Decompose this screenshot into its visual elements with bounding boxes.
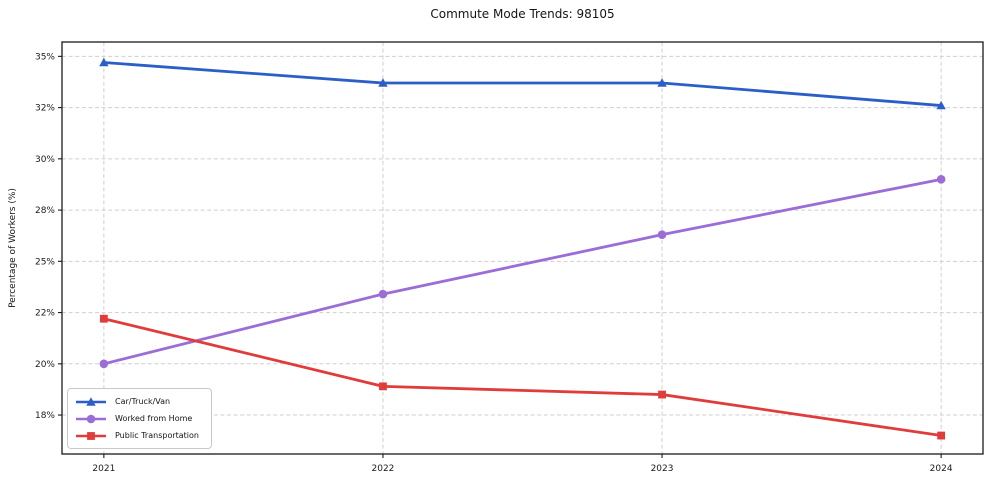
x-tick-label: 2024	[930, 464, 953, 474]
series-line-public-transportation	[102, 317, 943, 437]
data-point-worked-from-home	[99, 359, 109, 369]
data-point-car-truck-van	[936, 100, 946, 110]
y-tick-label: 25%	[35, 257, 55, 267]
data-point-worked-from-home	[378, 289, 388, 299]
y-tick-label: 22%	[35, 309, 55, 319]
data-point-car-truck-van	[378, 78, 388, 87]
legend-label: Car/Truck/Van	[115, 397, 171, 406]
legend-item-car-truck-van: Car/Truck/Van	[74, 396, 205, 408]
legend-item-worked-from-home: Worked from Home	[74, 413, 205, 425]
legend-label: Worked from Home	[115, 414, 193, 423]
y-tick-label: 20%	[35, 360, 55, 370]
triangle-marker-icon	[76, 396, 106, 406]
square-marker-icon	[76, 431, 106, 440]
data-point-public-transportation	[937, 431, 946, 440]
legend-item-public-transportation: Public Transportation	[74, 430, 205, 442]
data-point-public-transportation	[658, 390, 666, 399]
data-point-worked-from-home	[936, 175, 946, 184]
data-point-public-transportation	[379, 382, 387, 391]
series-line-car-truck-van	[102, 61, 943, 107]
y-tick-label: 18%	[35, 411, 55, 421]
series-line-worked-from-home	[102, 177, 943, 366]
y-tick-label: 28%	[35, 206, 55, 216]
x-tick-label: 2023	[651, 464, 674, 474]
circle-marker-icon	[76, 414, 106, 423]
legend-marker	[86, 396, 96, 406]
data-point-car-truck-van	[99, 57, 109, 67]
y-tick-label: 35%	[35, 52, 55, 62]
legend: Car/Truck/Van Worked from Home Public Tran…	[67, 388, 212, 449]
axes-frame	[61, 41, 984, 455]
x-tick-label: 2022	[372, 464, 395, 474]
y-tick-label: 30%	[35, 155, 55, 165]
data-point-car-truck-van	[657, 78, 667, 87]
data-point-worked-from-home	[657, 230, 667, 239]
data-point-public-transportation	[99, 314, 108, 323]
legend-marker	[86, 414, 96, 423]
legend-label: Public Transportation	[115, 431, 199, 440]
chart-title: Commute Mode Trends: 98105	[430, 7, 615, 21]
x-tick-label: 2021	[92, 464, 115, 474]
legend-marker	[87, 431, 95, 440]
y-tick-label: 32%	[35, 104, 55, 114]
